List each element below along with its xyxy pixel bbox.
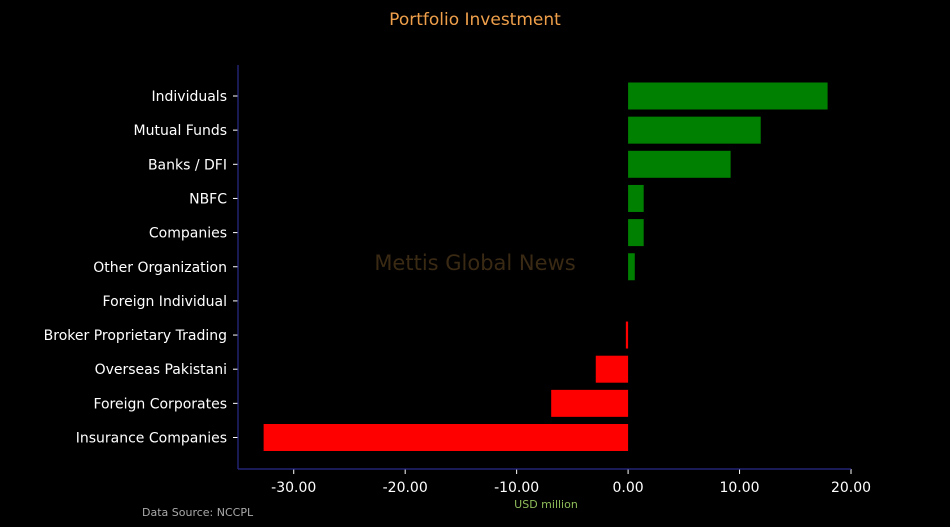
bar-foreign-corporates <box>551 389 629 417</box>
y-axis-labels: Individuals Mutual Funds Banks / DFI NBFC Co… <box>44 89 238 447</box>
bars-group <box>263 82 828 451</box>
x-tick-label: -10.00 <box>494 480 539 496</box>
y-tick-label-individuals: Individuals <box>152 89 227 105</box>
watermark: Mettis Global News <box>374 251 575 275</box>
y-tick-label-foreign-individual: Foreign Individual <box>103 294 227 310</box>
bar-banks-dfi <box>628 150 731 178</box>
data-source-note: Data Source: NCCPL <box>142 506 254 519</box>
bar-overseas-pakistani <box>595 355 629 383</box>
y-tick-label-insurance-companies: Insurance Companies <box>76 431 227 447</box>
y-tick-label-foreign-corporates: Foreign Corporates <box>93 396 227 412</box>
y-tick-label-mutual-funds: Mutual Funds <box>134 123 227 139</box>
x-tick-label: 20.00 <box>831 480 871 496</box>
bar-companies <box>628 219 644 247</box>
x-tick-label: -20.00 <box>383 480 428 496</box>
x-axis-label: USD million <box>514 498 578 511</box>
x-tick-label: -30.00 <box>271 480 316 496</box>
x-tick-label: 0.00 <box>613 480 644 496</box>
y-tick-label-companies: Companies <box>149 226 227 242</box>
y-tick-label-nbfc: NBFC <box>189 191 227 207</box>
y-tick-label-banks-dfi: Banks / DFI <box>148 157 227 173</box>
y-tick-label-broker-proprietary-trading: Broker Proprietary Trading <box>44 328 227 344</box>
bar-mutual-funds <box>628 116 761 144</box>
bar-nbfc <box>628 184 644 212</box>
bar-other-organization <box>628 253 635 281</box>
y-tick-label-overseas-pakistani: Overseas Pakistani <box>95 362 227 378</box>
x-tick-label: 10.00 <box>719 480 759 496</box>
y-tick-label-other-organization: Other Organization <box>93 260 227 276</box>
bar-broker-proprietary-trading <box>625 321 629 349</box>
bar-insurance-companies <box>263 424 629 451</box>
chart-title: Portfolio Investment <box>389 10 561 30</box>
x-axis-ticks: -30.00 -20.00 -10.00 0.00 10.00 20.00 <box>271 469 871 496</box>
bar-individuals <box>628 82 828 110</box>
